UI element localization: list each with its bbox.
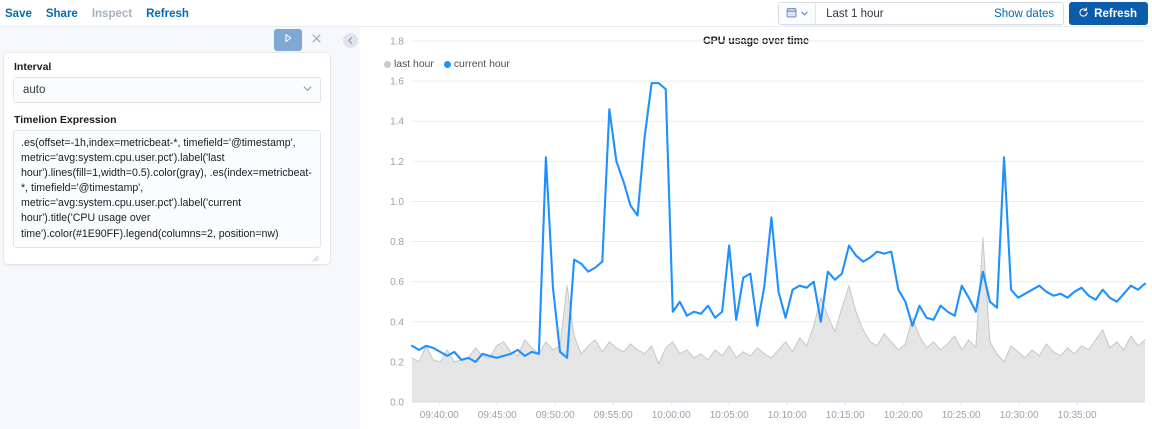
refresh-icon (1078, 6, 1089, 21)
series-area-0 (412, 237, 1145, 402)
chevron-down-icon (302, 83, 313, 97)
refresh-button[interactable]: Refresh (1069, 2, 1148, 25)
chart-legend: last hour current hour (384, 59, 510, 70)
nav-links: Save Share Inspect Refresh (5, 0, 189, 27)
x-axis-tick-label: 09:45:00 (478, 410, 517, 421)
y-axis-tick-label: 0.6 (390, 277, 404, 288)
x-axis-tick-label: 10:05:00 (710, 410, 749, 421)
nav-refresh[interactable]: Refresh (146, 7, 189, 20)
time-picker-area: Last 1 hour Show dates Refresh (778, 2, 1148, 25)
series-line-0 (411, 237, 1146, 365)
x-axis-tick-label: 10:30:00 (1000, 410, 1039, 421)
panel-gutter (334, 27, 360, 429)
interval-label: Interval (14, 61, 52, 73)
play-icon (282, 31, 294, 49)
refresh-button-label: Refresh (1094, 7, 1137, 20)
top-bar: Save Share Inspect Refresh (0, 0, 1152, 27)
chevron-left-circle-icon (346, 32, 355, 50)
y-axis-tick-label: 0.0 (390, 398, 404, 409)
nav-save[interactable]: Save (5, 7, 32, 20)
editor-card: Interval auto Timelion Expression (4, 53, 330, 264)
show-dates-button[interactable]: Show dates (994, 7, 1055, 20)
legend-item-last-hour[interactable]: last hour (384, 59, 434, 70)
y-axis-tick-label: 1.4 (390, 117, 404, 128)
calendar-icon (786, 5, 797, 23)
legend-label: last hour (394, 59, 434, 70)
y-axis-tick-label: 1.2 (390, 157, 404, 168)
x-axis-tick-label: 09:55:00 (594, 410, 633, 421)
y-axis-tick-label: 0.4 (390, 317, 404, 328)
chart-svg: 0.0 0.2 0.4 0.6 0.8 1.0 1.2 1.4 1.6 1.8 09:40:00 09… (390, 37, 1147, 421)
legend-color-dot (384, 61, 391, 68)
chevron-down-icon (800, 5, 809, 23)
x-axis-tick-label: 10:00:00 (652, 410, 691, 421)
series-line-1 (410, 82, 1147, 363)
editor-panel-header (274, 27, 330, 53)
time-range-value[interactable]: Last 1 hour (826, 7, 884, 20)
timelion-expression-input[interactable] (13, 130, 321, 248)
y-axis-tick-label: 1.0 (390, 197, 404, 208)
legend-label: current hour (453, 59, 510, 70)
x-axis-tick-label: 10:20:00 (884, 410, 923, 421)
x-axis-tick-label: 09:50:00 (536, 410, 575, 421)
y-axis-tick-label: 0.8 (390, 237, 404, 248)
close-editor-button[interactable] (302, 29, 330, 51)
collapse-panel-button[interactable] (343, 33, 358, 48)
body-area: Interval auto Timelion Expression (0, 27, 1152, 429)
expression-editor-panel: Interval auto Timelion Expression (0, 27, 344, 429)
time-picker[interactable]: Last 1 hour Show dates (778, 2, 1065, 25)
x-axis-tick-label: 10:10:00 (768, 410, 807, 421)
x-axis-tick-label: 10:25:00 (942, 410, 981, 421)
x-axis-tick-label: 09:40:00 (420, 410, 459, 421)
x-axis-tick-label: 10:35:00 (1058, 410, 1097, 421)
y-axis-tick-label: 1.6 (390, 77, 404, 88)
nav-inspect: Inspect (91, 7, 133, 20)
chart-plot-area[interactable]: 0.0 0.2 0.4 0.6 0.8 1.0 1.2 1.4 1.6 1.8 09:40:00 09… (360, 27, 1152, 429)
interval-select[interactable]: auto (13, 77, 321, 103)
y-axis-tick-label: 0.2 (390, 357, 404, 368)
time-picker-quick-menu-button[interactable] (779, 3, 817, 24)
legend-color-dot (443, 61, 451, 68)
run-expression-button[interactable] (274, 29, 302, 51)
x-axis-tick-label: 10:15:00 (826, 410, 865, 421)
timelion-expression-label: Timelion Expression (14, 114, 117, 126)
nav-share[interactable]: Share (45, 7, 78, 20)
close-icon (311, 31, 322, 49)
interval-value: auto (23, 84, 46, 96)
legend-item-current-hour[interactable]: current hour (443, 59, 510, 70)
chart-panel: CPU usage over time last hour current ho… (360, 27, 1152, 429)
y-axis-tick-label: 1.8 (390, 37, 404, 48)
textarea-resize-grip-icon[interactable] (312, 249, 319, 262)
